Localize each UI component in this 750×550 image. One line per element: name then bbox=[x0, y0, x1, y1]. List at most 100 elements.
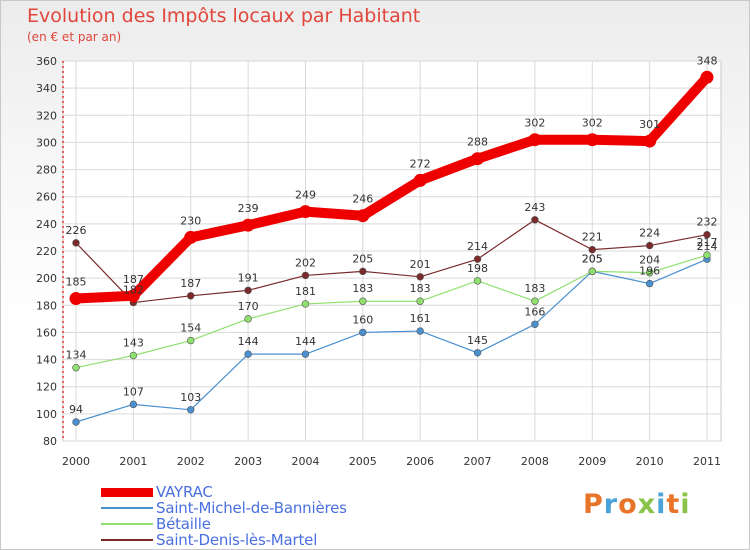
legend-swatch-saint-denis bbox=[101, 539, 153, 541]
x-tick-label: 2008 bbox=[521, 455, 549, 468]
x-tick-label: 2003 bbox=[234, 455, 262, 468]
data-label: 226 bbox=[66, 224, 87, 237]
legend-item-saint-michel: Saint-Michel-de-Bannières bbox=[101, 499, 347, 517]
data-point bbox=[588, 245, 596, 254]
data-point bbox=[359, 297, 367, 305]
x-tick-label: 2010 bbox=[636, 455, 664, 468]
y-tick-label: 120 bbox=[36, 381, 57, 394]
data-point bbox=[69, 292, 83, 305]
data-label: 204 bbox=[639, 254, 660, 267]
data-point bbox=[528, 133, 542, 147]
data-point bbox=[72, 364, 80, 372]
data-point bbox=[645, 241, 654, 250]
data-point bbox=[413, 173, 427, 187]
logo-letter: i bbox=[656, 489, 667, 520]
data-point bbox=[416, 297, 424, 305]
data-point bbox=[703, 251, 711, 259]
data-point bbox=[645, 279, 654, 288]
y-tick-label: 360 bbox=[36, 55, 57, 68]
data-label: 145 bbox=[467, 334, 488, 347]
data-point bbox=[356, 209, 370, 223]
x-tick-label: 2001 bbox=[119, 455, 147, 468]
data-label: 166 bbox=[524, 305, 545, 318]
y-tick-label: 80 bbox=[43, 435, 57, 448]
x-tick-label: 2004 bbox=[291, 455, 319, 468]
x-tick-label: 2011 bbox=[693, 455, 721, 468]
logo-letter: t bbox=[666, 489, 681, 520]
data-label: 214 bbox=[697, 240, 718, 253]
data-label: 191 bbox=[238, 271, 259, 284]
data-point bbox=[72, 418, 80, 426]
y-tick-label: 260 bbox=[36, 191, 57, 204]
data-point bbox=[645, 269, 654, 277]
data-label: 302 bbox=[524, 117, 545, 130]
data-point bbox=[244, 350, 252, 358]
data-label: 301 bbox=[639, 118, 660, 131]
data-label: 144 bbox=[295, 335, 316, 348]
data-label: 205 bbox=[582, 252, 603, 265]
data-point bbox=[241, 218, 255, 232]
data-label: 202 bbox=[295, 256, 316, 269]
data-label: 182 bbox=[123, 284, 144, 297]
y-tick-label: 180 bbox=[36, 299, 57, 312]
data-label: 183 bbox=[524, 282, 545, 295]
data-point bbox=[531, 297, 539, 305]
data-point bbox=[359, 267, 367, 276]
legend-label-saint-denis: Saint-Denis-lès-Martel bbox=[156, 531, 318, 549]
data-label: 348 bbox=[697, 54, 718, 67]
data-label: 161 bbox=[410, 312, 431, 325]
y-tick-label: 320 bbox=[36, 109, 57, 122]
logo-letter: P bbox=[583, 489, 604, 520]
data-label: 94 bbox=[69, 403, 83, 416]
legend-item-vayrac: VAYRAC bbox=[101, 483, 347, 501]
data-label: 198 bbox=[467, 262, 488, 275]
data-label: 107 bbox=[123, 385, 144, 398]
chart-legend: VAYRAC Saint-Michel-de-Bannières Bétaill… bbox=[101, 483, 347, 549]
data-label: 143 bbox=[123, 337, 144, 350]
legend-label-saint-michel: Saint-Michel-de-Bannières bbox=[156, 499, 347, 517]
series-line bbox=[75, 258, 708, 423]
series-line bbox=[75, 254, 708, 369]
data-label: 205 bbox=[352, 252, 373, 265]
data-label: 302 bbox=[582, 117, 603, 130]
x-tick-label: 2000 bbox=[62, 455, 90, 468]
data-label: 205 bbox=[582, 252, 603, 265]
data-point bbox=[129, 400, 138, 409]
data-point bbox=[301, 350, 310, 358]
data-label: 232 bbox=[697, 216, 718, 229]
data-label: 243 bbox=[524, 201, 545, 214]
data-label: 217 bbox=[697, 236, 718, 249]
data-point bbox=[184, 230, 198, 244]
x-tick-label: 2005 bbox=[349, 455, 377, 468]
series-line bbox=[71, 72, 712, 304]
data-label: 160 bbox=[352, 313, 373, 326]
y-tick-label: 340 bbox=[36, 82, 57, 95]
y-tick-label: 100 bbox=[36, 408, 57, 421]
data-label: 196 bbox=[639, 265, 660, 278]
x-tick-label: 2002 bbox=[177, 455, 205, 468]
data-label: 183 bbox=[352, 282, 373, 295]
data-label: 272 bbox=[410, 157, 431, 170]
data-point bbox=[244, 315, 252, 323]
legend-label-vayrac: VAYRAC bbox=[156, 483, 213, 501]
logo-letter: i bbox=[680, 489, 691, 520]
data-point bbox=[588, 267, 596, 276]
data-label: 170 bbox=[238, 300, 259, 313]
data-point bbox=[187, 336, 195, 345]
data-point bbox=[187, 292, 195, 300]
y-tick-label: 300 bbox=[36, 136, 57, 149]
data-label: 154 bbox=[180, 322, 201, 335]
chart-subtitle: (en € et par an) bbox=[27, 30, 122, 44]
proxiti-logo: Proxiti bbox=[583, 489, 691, 520]
data-point bbox=[301, 271, 310, 280]
data-label: 201 bbox=[410, 258, 431, 271]
data-point bbox=[703, 231, 711, 239]
data-point bbox=[473, 255, 482, 263]
data-point bbox=[531, 216, 539, 224]
legend-item-betaille: Bétaille bbox=[101, 515, 347, 533]
legend-swatch-betaille bbox=[101, 523, 153, 525]
y-tick-label: 200 bbox=[36, 272, 57, 285]
data-point bbox=[359, 328, 367, 337]
